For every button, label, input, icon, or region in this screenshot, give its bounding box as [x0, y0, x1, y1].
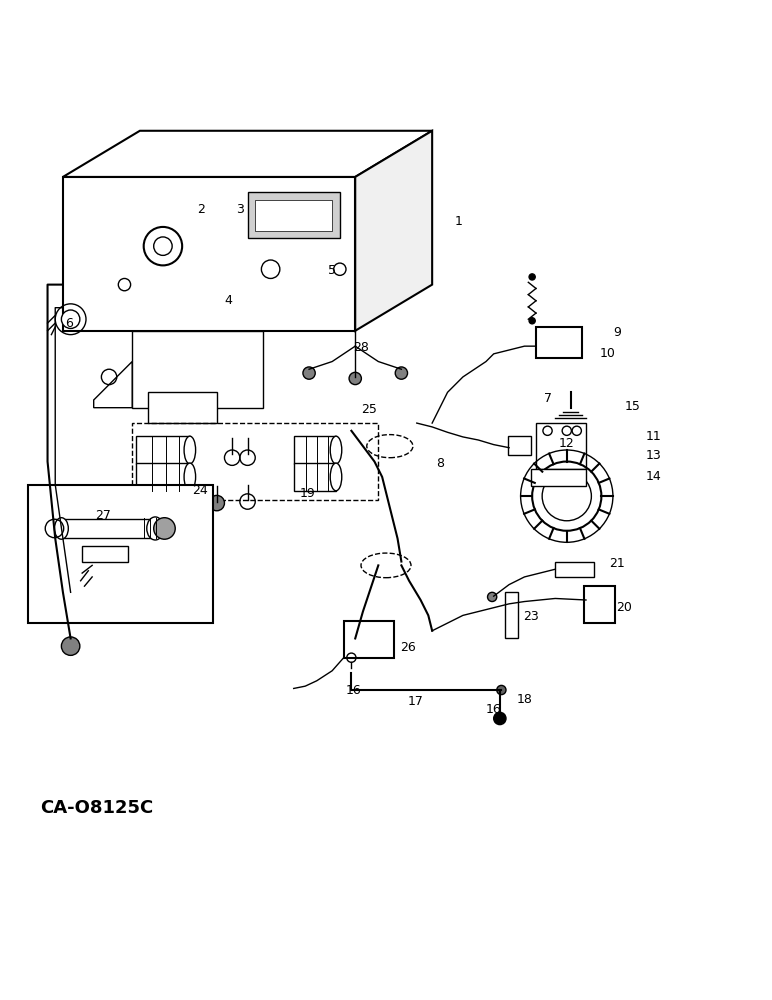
Text: 4: 4: [225, 294, 232, 307]
Bar: [507, 436, 530, 455]
Ellipse shape: [330, 436, 342, 464]
Circle shape: [154, 518, 175, 539]
Text: 16: 16: [486, 703, 502, 716]
Text: 11: 11: [646, 430, 662, 443]
Polygon shape: [530, 469, 586, 486]
Text: CA-O8125C: CA-O8125C: [40, 799, 153, 817]
Circle shape: [62, 310, 80, 328]
Text: 15: 15: [625, 400, 640, 413]
Text: 17: 17: [408, 695, 423, 708]
Polygon shape: [505, 592, 518, 638]
Text: 8: 8: [436, 457, 444, 470]
Bar: [82, 546, 128, 562]
Ellipse shape: [55, 518, 68, 539]
Bar: [29, 485, 213, 623]
Text: 3: 3: [236, 203, 244, 216]
Text: 20: 20: [617, 601, 632, 614]
Polygon shape: [555, 562, 594, 577]
Text: 24: 24: [192, 484, 208, 497]
Text: 12: 12: [559, 437, 574, 450]
Circle shape: [303, 367, 315, 379]
Text: 21: 21: [609, 557, 625, 570]
Circle shape: [225, 450, 240, 465]
Text: 19: 19: [300, 487, 316, 500]
Polygon shape: [256, 200, 332, 231]
Circle shape: [395, 367, 408, 379]
Circle shape: [349, 372, 361, 385]
Bar: [293, 463, 336, 491]
Text: 9: 9: [613, 326, 621, 339]
Polygon shape: [93, 362, 132, 408]
Text: 6: 6: [65, 317, 73, 330]
Ellipse shape: [184, 463, 195, 491]
Text: 26: 26: [400, 641, 415, 654]
Circle shape: [488, 592, 496, 602]
Text: 18: 18: [516, 693, 533, 706]
Bar: [136, 463, 190, 491]
Bar: [536, 327, 582, 358]
Bar: [136, 436, 190, 464]
Text: 27: 27: [95, 509, 111, 522]
Ellipse shape: [147, 517, 164, 540]
Polygon shape: [63, 131, 432, 177]
Polygon shape: [63, 177, 355, 331]
Bar: [584, 586, 615, 623]
Polygon shape: [355, 131, 432, 331]
Polygon shape: [248, 192, 340, 238]
Text: 14: 14: [646, 470, 662, 483]
Text: 28: 28: [354, 341, 369, 354]
Text: 16: 16: [346, 684, 361, 697]
Bar: [132, 423, 378, 500]
Bar: [63, 519, 155, 538]
Ellipse shape: [330, 463, 342, 491]
Circle shape: [493, 712, 506, 725]
Circle shape: [62, 637, 80, 655]
Text: 1: 1: [455, 215, 463, 228]
Text: 25: 25: [361, 403, 377, 416]
Text: 13: 13: [646, 449, 662, 462]
Text: 5: 5: [328, 264, 336, 277]
Circle shape: [209, 495, 225, 511]
Text: 2: 2: [198, 203, 205, 216]
Polygon shape: [147, 392, 217, 423]
Circle shape: [496, 685, 506, 695]
Polygon shape: [536, 423, 586, 469]
Circle shape: [529, 274, 535, 280]
Circle shape: [529, 318, 535, 324]
Text: 7: 7: [543, 392, 551, 405]
Bar: [293, 436, 336, 464]
Polygon shape: [132, 331, 263, 408]
Bar: [344, 621, 394, 658]
Text: 10: 10: [600, 347, 615, 360]
Ellipse shape: [184, 436, 195, 464]
Text: 23: 23: [523, 610, 539, 623]
